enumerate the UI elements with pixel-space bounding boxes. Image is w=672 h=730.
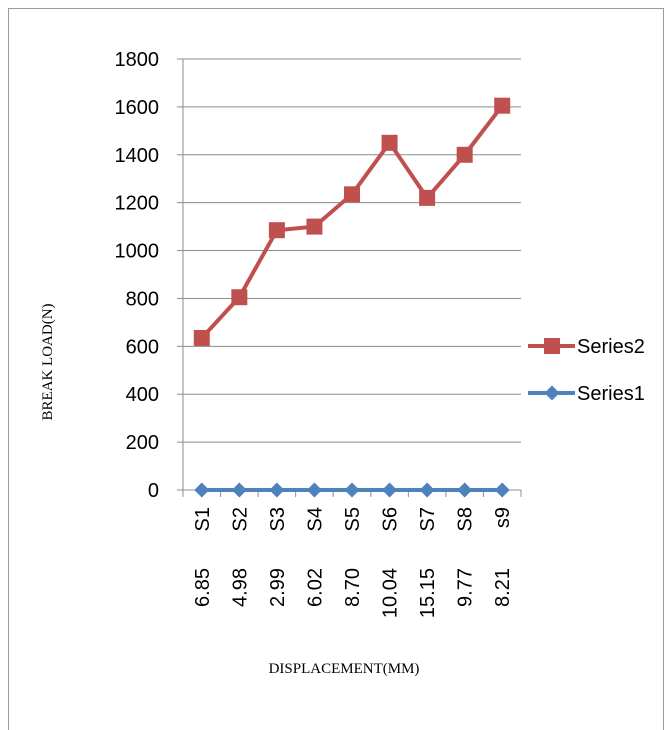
x-tick-label: S6 [380,507,402,531]
y-tick-label: 200 [126,432,159,454]
data-point-series2 [344,186,360,203]
legend-label: Series2 [577,336,645,358]
data-point-series2 [381,134,398,151]
legend: Series2 Series1 [528,336,645,405]
x-tick-label: S1 [192,507,214,531]
data-point-series2 [231,289,248,306]
legend-marker-series1 [544,385,560,401]
data-point-series1 [306,482,322,498]
data-point-series2 [494,97,511,114]
y-tick-label: 1200 [115,193,160,215]
x-tick-label: S4 [304,507,326,531]
x-sublabel: 6.85 [192,568,214,607]
data-point-series2 [306,218,323,235]
x-sublabel: 15.15 [417,568,439,618]
data-point-series1 [457,482,473,498]
x-sublabel: 8.21 [492,568,514,607]
x-sublabel: 10.04 [380,568,402,618]
x-tick-label: S2 [229,507,251,531]
y-tick-label: 0 [148,480,159,502]
x-sublabel: 9.77 [455,568,477,607]
data-point-series2 [193,329,210,346]
x-axis-title: DISPLACEMENT(MM) [269,661,420,677]
data-point-series2 [268,222,285,239]
series-layer [193,97,511,498]
legend-marker-series2 [544,338,560,354]
y-tick-label: 1800 [115,49,160,71]
gridlines [183,58,521,443]
data-point-series2 [419,189,436,206]
legend-label: Series1 [577,383,645,405]
x-sublabel: 2.99 [267,568,289,607]
y-tick-label: 800 [126,288,159,310]
y-tick-label: 1400 [115,145,160,167]
y-axis: 0 200 400 600 800 1000 1200 1400 1600 1800 [115,49,184,502]
x-tick-label: S7 [417,507,439,531]
data-point-series1 [269,482,285,498]
data-point-series1 [494,482,510,498]
y-tick-label: 1600 [115,97,160,119]
y-tick-label: 1000 [115,241,160,263]
data-point-series1 [194,482,210,498]
x-tick-label: S3 [267,507,289,531]
x-tick-label: s9 [492,507,514,528]
x-sublabel: 4.98 [229,568,251,607]
chart-frame [8,8,664,730]
data-point-series1 [231,482,247,498]
y-axis-title: BREAK LOAD(N) [40,303,56,420]
data-point-series2 [456,146,473,163]
x-axis: S1 S2 S3 S4 S5 S6 S7 S8 s9 6.85 4.98 2.99 6.02 8.70 10… [182,489,522,618]
x-tick-label: S8 [455,507,477,531]
x-sublabel: 6.02 [304,568,326,607]
x-tick-label: S5 [342,507,364,531]
y-tick-label: 600 [126,336,159,358]
x-sublabel: 8.70 [342,568,364,607]
y-tick-label: 400 [126,384,159,406]
data-point-series1 [382,482,398,498]
data-point-series1 [344,482,360,498]
data-point-series1 [419,482,435,498]
